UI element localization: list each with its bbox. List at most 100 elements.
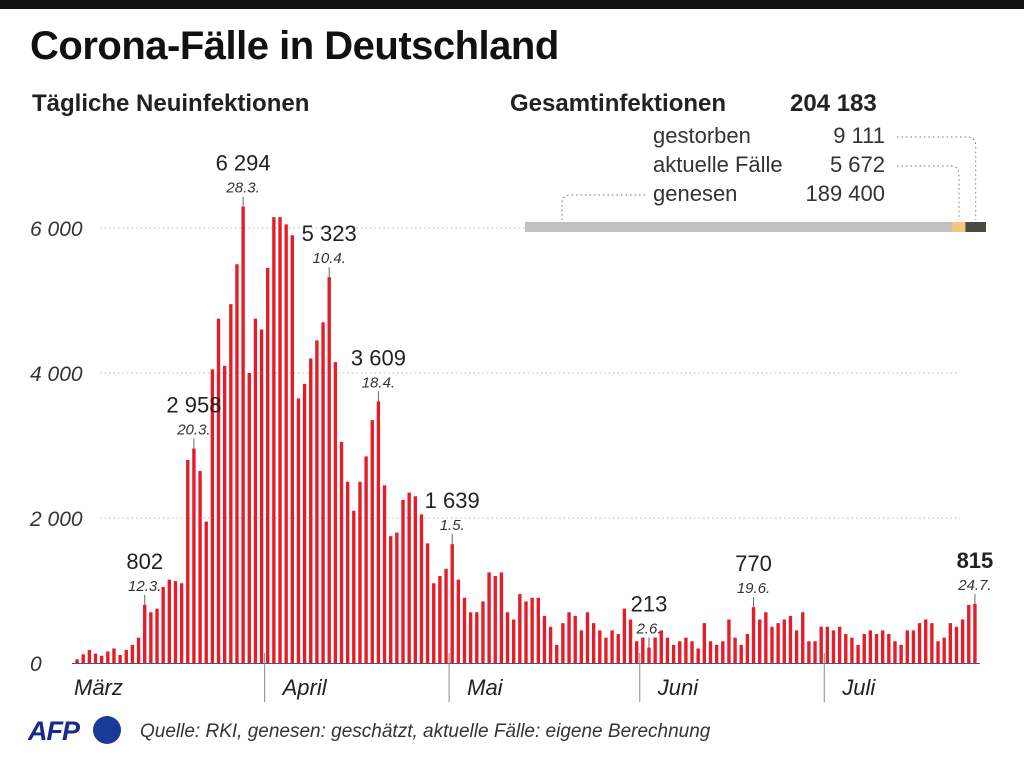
month-label: Juli xyxy=(841,675,876,700)
bar xyxy=(899,644,903,664)
bar xyxy=(917,623,922,664)
bar xyxy=(81,654,85,663)
bar xyxy=(579,630,584,664)
bar xyxy=(548,626,553,663)
total-bar-segment xyxy=(965,222,986,232)
annotation-value: 3 609 xyxy=(351,345,406,370)
bar xyxy=(831,630,836,664)
bar xyxy=(739,644,743,664)
bar xyxy=(598,630,602,664)
bar xyxy=(782,619,786,663)
bar xyxy=(825,626,830,663)
month-label: Juni xyxy=(657,675,699,700)
bar xyxy=(247,373,251,663)
bar xyxy=(610,630,614,664)
bar xyxy=(518,594,522,664)
bar xyxy=(149,612,153,663)
bar xyxy=(130,644,135,664)
bar xyxy=(222,365,227,663)
bar xyxy=(801,612,805,663)
bar xyxy=(524,601,528,664)
bar xyxy=(389,536,393,664)
bar xyxy=(967,605,971,663)
bar xyxy=(727,619,731,663)
bar xyxy=(204,521,208,664)
bar xyxy=(235,264,239,663)
bar xyxy=(462,597,467,663)
bar xyxy=(272,217,276,663)
annotation-value: 2 958 xyxy=(166,393,221,418)
bar xyxy=(136,637,141,664)
active-connector xyxy=(897,165,960,220)
annotation-value: 6 294 xyxy=(216,151,271,176)
bar xyxy=(714,644,719,664)
bar xyxy=(93,653,98,663)
recovered-label: genesen xyxy=(653,181,738,206)
bar xyxy=(143,604,147,663)
bar xyxy=(635,641,639,663)
bar xyxy=(266,267,270,664)
bar xyxy=(880,630,885,664)
bar xyxy=(653,637,657,664)
month-label: März xyxy=(74,675,123,700)
bar xyxy=(401,499,405,664)
bar xyxy=(684,637,688,664)
bar xyxy=(751,607,756,663)
bar xyxy=(973,603,977,663)
bar xyxy=(893,641,897,663)
bar xyxy=(641,637,645,664)
bar xyxy=(229,304,233,664)
bar xyxy=(622,608,627,664)
annotation-value: 770 xyxy=(735,551,772,576)
bar xyxy=(844,634,848,663)
total-bar-segment xyxy=(525,222,953,232)
bar xyxy=(856,644,860,664)
recovered-connector xyxy=(561,194,645,220)
bar xyxy=(954,626,959,663)
recovered-value: 189 400 xyxy=(805,181,885,206)
bar xyxy=(505,612,510,663)
bar xyxy=(573,615,577,664)
bar xyxy=(296,398,301,664)
annotation-value: 802 xyxy=(126,549,163,574)
bar xyxy=(425,543,430,664)
bar xyxy=(358,481,362,663)
y-tick-label: 2 000 xyxy=(29,508,83,531)
bar xyxy=(733,637,737,664)
deaths-label: gestorben xyxy=(653,123,751,148)
bar xyxy=(776,623,780,664)
bar xyxy=(284,224,288,664)
bar xyxy=(585,612,590,663)
bar xyxy=(536,597,540,663)
bar xyxy=(690,641,694,663)
bar xyxy=(179,583,184,663)
bar xyxy=(512,619,516,663)
active-cases-value: 5 672 xyxy=(829,152,885,177)
annotation-date: 20.3. xyxy=(176,422,210,439)
annotation-date: 18.4. xyxy=(362,374,395,391)
total-infections-label: Gesamtinfektionen xyxy=(510,90,727,117)
y-tick-label: 4 000 xyxy=(30,363,83,386)
bar xyxy=(874,634,879,663)
annotation-value: 5 323 xyxy=(302,221,357,246)
bar xyxy=(345,481,350,663)
bar xyxy=(407,492,411,664)
annotation-value: 213 xyxy=(631,592,668,617)
bar xyxy=(604,637,608,664)
annotation-date: 1.5. xyxy=(440,517,465,534)
annotation-date: 19.6. xyxy=(737,580,770,597)
bar xyxy=(333,362,338,664)
afp-logo: AFP xyxy=(28,716,80,746)
source-note: Quelle: RKI, genesen: geschätzt, aktuell… xyxy=(140,721,711,742)
bar xyxy=(210,369,215,664)
bar xyxy=(628,619,633,663)
bar xyxy=(930,623,934,664)
bar xyxy=(942,637,946,664)
bar xyxy=(911,630,916,664)
deaths-value: 9 111 xyxy=(833,123,885,148)
bar xyxy=(99,655,104,663)
month-label: April xyxy=(281,675,328,700)
top-rule xyxy=(0,0,1024,9)
annotation-date: 12.3. xyxy=(128,578,161,595)
bar xyxy=(924,619,928,663)
